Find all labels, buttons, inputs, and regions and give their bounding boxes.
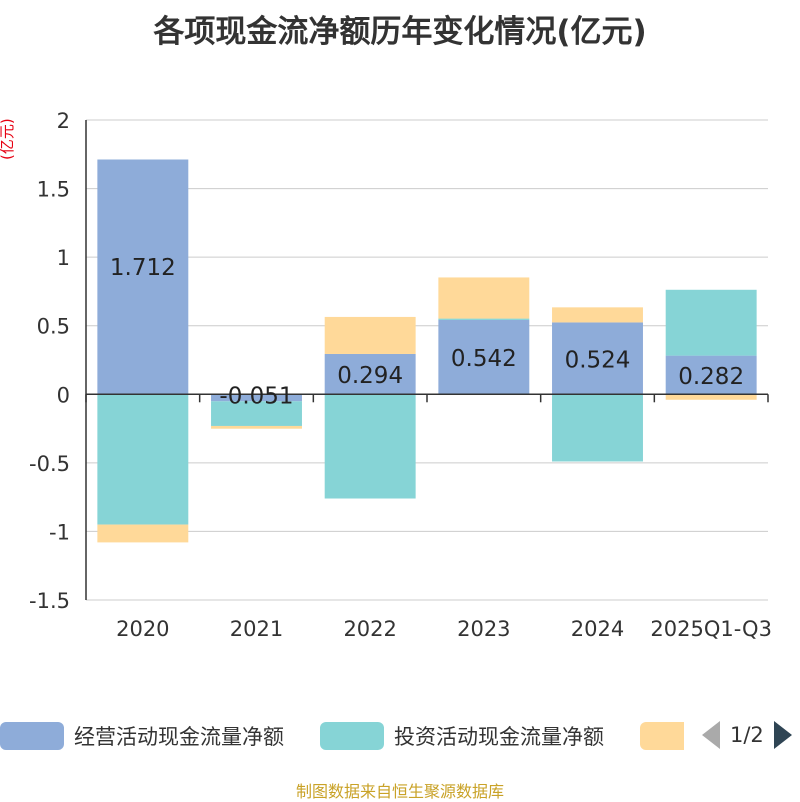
data-label: -0.051 (219, 383, 293, 409)
legend-page-indicator: 1/2 (730, 723, 764, 747)
bar-operating (438, 319, 530, 395)
bar-investing (552, 394, 643, 462)
x-tick-label: 2024 (571, 617, 624, 641)
data-label: 1.712 (110, 255, 176, 281)
legend-item-operating[interactable]: 经营活动现金流量净额 (0, 716, 284, 756)
x-tick-label: 2020 (116, 617, 169, 641)
legend-next-page-icon[interactable] (773, 721, 792, 749)
bar-financing (665, 394, 757, 400)
legend: 经营活动现金流量净额 投资活动现金流量净额 (0, 716, 800, 756)
legend-item-investing[interactable]: 投资活动现金流量净额 (320, 716, 604, 756)
x-tick-label: 2023 (457, 617, 510, 641)
source-note: 制图数据来自恒生聚源数据库 (295, 782, 504, 801)
bar-operating (324, 353, 416, 395)
bar-financing (324, 316, 416, 354)
bar-operating (97, 159, 189, 395)
legend-label-operating: 经营活动现金流量净额 (74, 725, 284, 749)
data-label: 0.282 (678, 364, 744, 390)
y-tick-label: -1.5 (29, 589, 70, 613)
y-tick-label: -0.5 (29, 452, 70, 476)
y-tick-label: 0.5 (37, 315, 70, 339)
data-label: 0.542 (451, 346, 517, 372)
bar-financing (438, 277, 530, 319)
legend-item-financing[interactable] (640, 716, 684, 756)
bar-operating (552, 322, 643, 395)
y-tick-label: 2 (57, 109, 70, 133)
legend-swatch-investing (320, 722, 384, 750)
chart-title: 各项现金流净额历年变化情况(亿元) (153, 14, 647, 50)
x-tick-label: 2022 (343, 617, 396, 641)
y-tick-label: 1.5 (37, 178, 70, 202)
legend-swatch-financing (640, 722, 684, 750)
bar-investing (438, 318, 530, 320)
bar-chart: 2 1.5 1 0.5 0 -0.5 -1 -1.5 2020 2021 2022 2023 2024 2… (29, 109, 772, 641)
legend-swatch-operating (0, 722, 64, 750)
y-tick-label: 1 (57, 246, 70, 270)
bar-investing (97, 394, 189, 525)
bar-operating (665, 355, 757, 395)
legend-prev-page-icon[interactable] (702, 721, 720, 749)
legend-label-investing: 投资活动现金流量净额 (394, 725, 604, 749)
bar-financing (97, 524, 189, 543)
bar-investing (211, 401, 302, 426)
x-tick-label: 2021 (230, 617, 283, 641)
data-label: 0.524 (565, 347, 631, 373)
bar-operating (211, 394, 302, 402)
x-tick-label: 2025Q1-Q3 (650, 617, 772, 641)
bar-investing (665, 289, 757, 356)
bar-financing (552, 307, 643, 323)
bar-financing (211, 425, 302, 429)
y-tick-label: 0 (57, 383, 70, 407)
data-label: 0.294 (337, 363, 403, 389)
legend-pager: 1/2 (702, 718, 792, 752)
y-tick-label: -1 (49, 520, 70, 544)
bar-investing (324, 394, 416, 499)
